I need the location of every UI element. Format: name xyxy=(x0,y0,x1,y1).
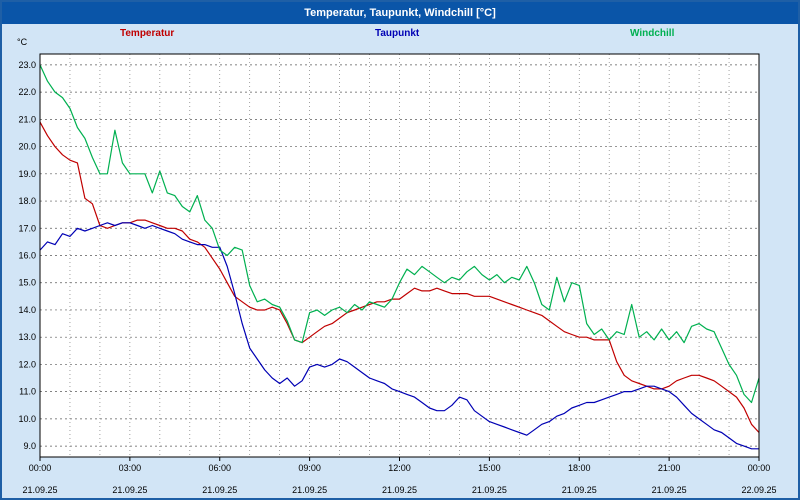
legend-windchill: Windchill xyxy=(630,28,675,39)
x-date-label: 22.09.25 xyxy=(741,485,776,495)
x-tick-label: 21:00 xyxy=(658,463,681,473)
x-tick-label: 15:00 xyxy=(478,463,501,473)
window-title: Temperatur, Taupunkt, Windchill [°C] xyxy=(2,2,798,24)
series-temperatur xyxy=(39,121,760,433)
x-tick-label: 18:00 xyxy=(568,463,591,473)
y-tick-label: 16.0 xyxy=(18,251,36,261)
legend-taupunkt: Taupunkt xyxy=(375,28,420,39)
x-date-label: 21.09.25 xyxy=(112,485,147,495)
x-tick-label: 00:00 xyxy=(748,463,771,473)
x-date-label: 21.09.25 xyxy=(202,485,237,495)
y-tick-label: 9.0 xyxy=(23,441,36,451)
x-date-label: 21.09.25 xyxy=(562,485,597,495)
chart-canvas: 23.0 22.0 21.0 20.0 19.0 18.0 17.0 16.0 15.0 14.0… xyxy=(18,53,777,495)
plot-frame xyxy=(39,53,760,458)
y-tick-label: 23.0 xyxy=(18,60,36,70)
x-date-label: 21.09.25 xyxy=(22,485,57,495)
x-date-label: 21.09.25 xyxy=(652,485,687,495)
y-tick-label: 18.0 xyxy=(18,196,36,206)
y-tick-label: 20.0 xyxy=(18,142,36,152)
series-taupunkt xyxy=(39,222,759,450)
y-tick-label: 10.0 xyxy=(18,414,36,424)
legend-temperatur: Temperatur xyxy=(120,28,175,39)
y-tick-label: 19.0 xyxy=(18,169,36,179)
y-tick-label: 17.0 xyxy=(18,223,36,233)
y-tick-label: 14.0 xyxy=(18,305,36,315)
x-tick-label: 12:00 xyxy=(388,463,411,473)
y-tick-label: 22.0 xyxy=(18,87,36,97)
x-tick-label: 06:00 xyxy=(208,463,231,473)
y-tick-label: 13.0 xyxy=(18,332,36,342)
y-tick-label: 12.0 xyxy=(18,359,36,369)
x-tick-label: 03:00 xyxy=(119,463,142,473)
series-windchill xyxy=(39,64,760,404)
y-axis-unit-label: °C xyxy=(17,37,28,47)
x-date-label: 21.09.25 xyxy=(382,485,417,495)
x-tick-label: 09:00 xyxy=(298,463,321,473)
x-date-label: 21.09.25 xyxy=(472,485,507,495)
x-date-label: 21.09.25 xyxy=(292,485,327,495)
x-tick-label: 00:00 xyxy=(29,463,52,473)
plot-area xyxy=(40,54,759,457)
y-tick-label: 11.0 xyxy=(19,387,36,397)
y-tick-label: 15.0 xyxy=(18,278,36,288)
y-tick-label: 21.0 xyxy=(18,114,36,124)
